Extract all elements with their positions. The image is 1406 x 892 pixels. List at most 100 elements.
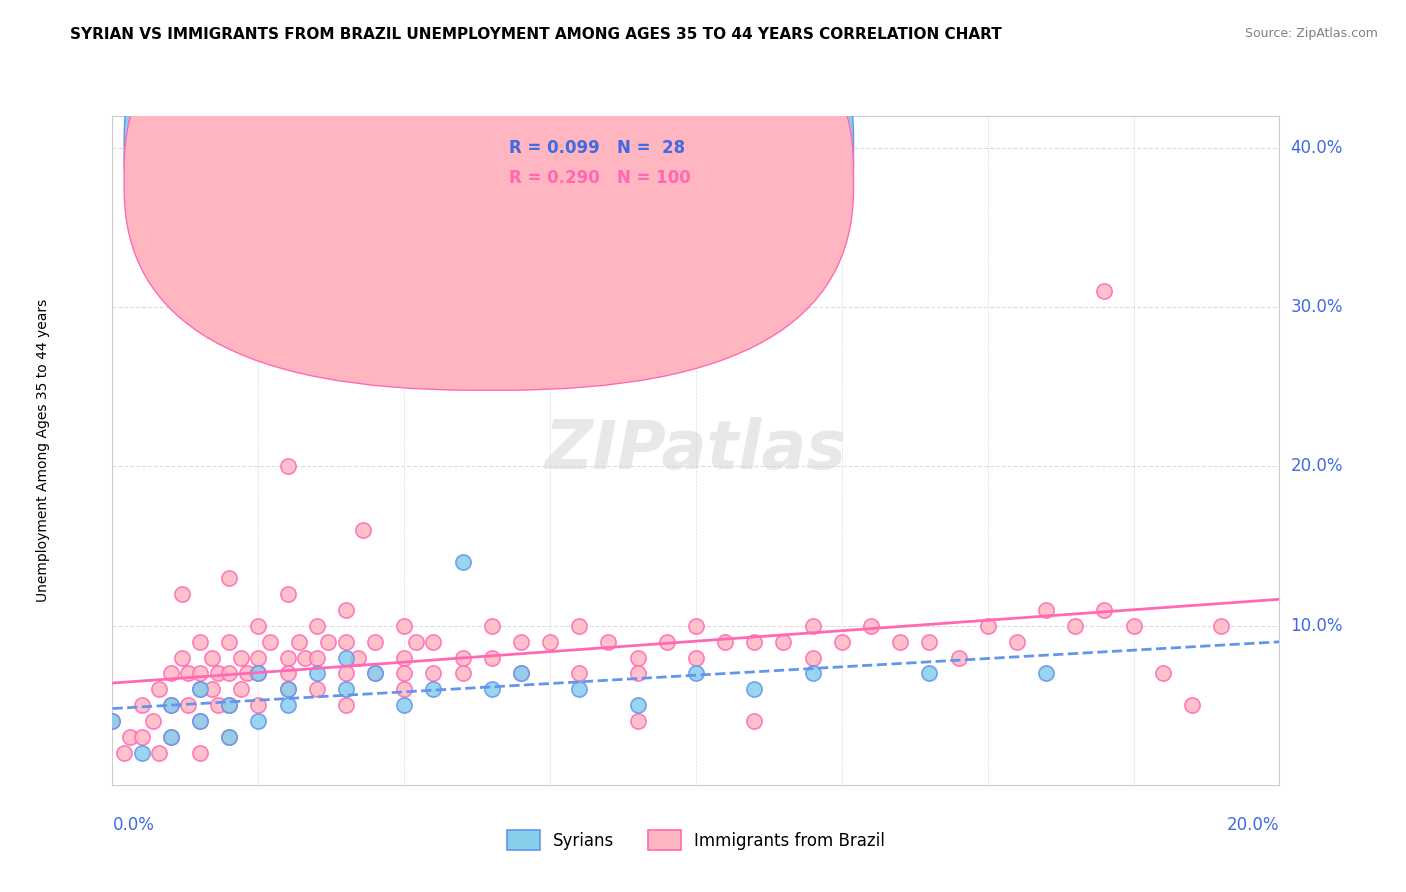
Point	[229, 682, 252, 697]
Point	[451, 650, 474, 665]
Point	[1035, 603, 1057, 617]
Point	[364, 634, 387, 648]
Point	[335, 698, 357, 713]
Point	[831, 634, 853, 648]
Point	[218, 698, 240, 713]
Text: 30.0%: 30.0%	[1291, 298, 1343, 316]
Point	[148, 682, 170, 697]
Point	[451, 666, 474, 681]
Point	[177, 698, 200, 713]
Text: SYRIAN VS IMMIGRANTS FROM BRAZIL UNEMPLOYMENT AMONG AGES 35 TO 44 YEARS CORRELAT: SYRIAN VS IMMIGRANTS FROM BRAZIL UNEMPLO…	[70, 27, 1002, 42]
Point	[364, 666, 387, 681]
Point	[201, 682, 224, 697]
Point	[626, 698, 648, 713]
Point	[481, 618, 503, 632]
Point	[172, 587, 194, 601]
Point	[568, 618, 591, 632]
Point	[235, 666, 257, 681]
Point	[1005, 634, 1028, 648]
Point	[801, 618, 824, 632]
Point	[142, 714, 165, 729]
Point	[218, 666, 240, 681]
Point	[335, 603, 357, 617]
Point	[276, 587, 298, 601]
Point	[112, 746, 135, 760]
FancyBboxPatch shape	[124, 0, 853, 360]
Point	[218, 698, 240, 713]
Point	[889, 634, 911, 648]
Point	[218, 730, 240, 744]
Point	[188, 666, 211, 681]
Point	[247, 666, 270, 681]
Point	[1209, 618, 1232, 632]
Point	[201, 650, 224, 665]
Point	[160, 698, 183, 713]
Point	[172, 650, 194, 665]
Point	[247, 618, 270, 632]
Point	[247, 666, 270, 681]
Text: Unemployment Among Ages 35 to 44 years: Unemployment Among Ages 35 to 44 years	[37, 299, 51, 602]
Point	[1152, 666, 1174, 681]
Point	[772, 634, 794, 648]
Point	[568, 682, 591, 697]
Point	[294, 650, 316, 665]
Point	[131, 698, 153, 713]
Point	[568, 666, 591, 681]
Point	[509, 666, 531, 681]
Point	[101, 714, 124, 729]
Legend: Syrians, Immigrants from Brazil: Syrians, Immigrants from Brazil	[501, 823, 891, 857]
Point	[218, 571, 240, 585]
FancyBboxPatch shape	[451, 123, 801, 203]
Text: 10.0%: 10.0%	[1291, 616, 1343, 635]
Point	[148, 746, 170, 760]
Point	[1122, 618, 1144, 632]
Point	[364, 666, 387, 681]
Point	[538, 634, 561, 648]
Point	[160, 730, 183, 744]
Point	[207, 666, 229, 681]
Point	[481, 650, 503, 665]
Text: R = 0.290   N = 100: R = 0.290 N = 100	[509, 169, 690, 186]
Point	[1035, 666, 1057, 681]
Point	[422, 634, 444, 648]
Point	[160, 698, 183, 713]
Point	[481, 682, 503, 697]
FancyBboxPatch shape	[124, 0, 853, 391]
Point	[131, 746, 153, 760]
Point	[918, 634, 941, 648]
Point	[276, 459, 298, 474]
Point	[509, 634, 531, 648]
Point	[626, 666, 648, 681]
Point	[276, 682, 298, 697]
Point	[101, 714, 124, 729]
Text: 20.0%: 20.0%	[1291, 458, 1343, 475]
Point	[685, 650, 707, 665]
Point	[742, 682, 765, 697]
Text: 20.0%: 20.0%	[1227, 815, 1279, 833]
Point	[859, 618, 883, 632]
Point	[218, 730, 240, 744]
Point	[160, 730, 183, 744]
Point	[188, 634, 211, 648]
Point	[229, 650, 252, 665]
Point	[305, 682, 328, 697]
Point	[346, 650, 368, 665]
Point	[305, 666, 328, 681]
Point	[392, 698, 416, 713]
Point	[305, 650, 328, 665]
Point	[207, 698, 229, 713]
Point	[392, 650, 416, 665]
Point	[259, 634, 281, 648]
Point	[392, 666, 416, 681]
Point	[976, 618, 998, 632]
Point	[1092, 284, 1115, 298]
Point	[422, 666, 444, 681]
Point	[118, 730, 141, 744]
Point	[392, 618, 416, 632]
Point	[335, 682, 357, 697]
Point	[422, 682, 444, 697]
Point	[131, 730, 153, 744]
Point	[801, 666, 824, 681]
Point	[509, 666, 531, 681]
Point	[801, 650, 824, 665]
